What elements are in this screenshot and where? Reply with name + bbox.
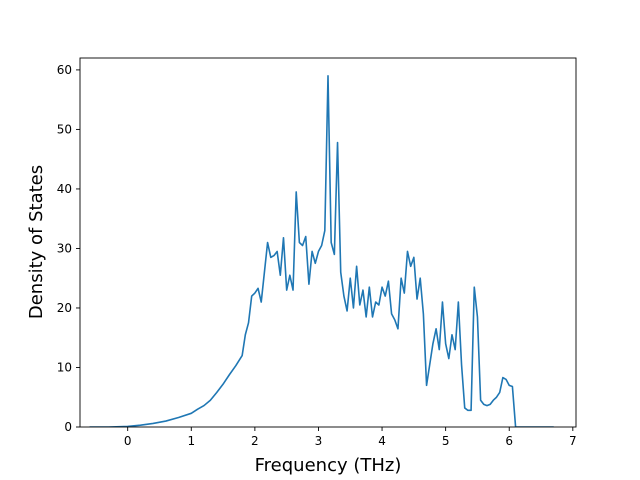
y-tick-label: 50 — [57, 122, 72, 136]
x-tick-label: 7 — [569, 434, 577, 448]
x-tick-label: 1 — [187, 434, 195, 448]
x-tick-label: 4 — [378, 434, 386, 448]
y-tick-label: 0 — [64, 420, 72, 434]
plot-frame — [79, 57, 577, 428]
y-tick-label: 30 — [57, 241, 72, 255]
x-tick-label: 5 — [442, 434, 450, 448]
x-tick-label: 2 — [251, 434, 259, 448]
y-tick-label: 20 — [57, 301, 72, 315]
y-axis-label: Density of States — [26, 165, 47, 319]
x-tick-label: 3 — [315, 434, 323, 448]
y-tick-label: 40 — [57, 182, 72, 196]
dos-series-line — [89, 75, 554, 427]
x-axis-label: Frequency (THz) — [255, 455, 402, 476]
y-axis-ticks: 0 10 20 30 40 50 60 — [57, 63, 80, 434]
y-tick-label: 60 — [57, 63, 72, 77]
x-tick-label: 0 — [124, 434, 132, 448]
x-axis-ticks: 0 1 2 3 4 5 6 7 — [124, 427, 577, 448]
y-tick-label: 10 — [57, 360, 72, 374]
x-tick-label: 6 — [505, 434, 513, 448]
